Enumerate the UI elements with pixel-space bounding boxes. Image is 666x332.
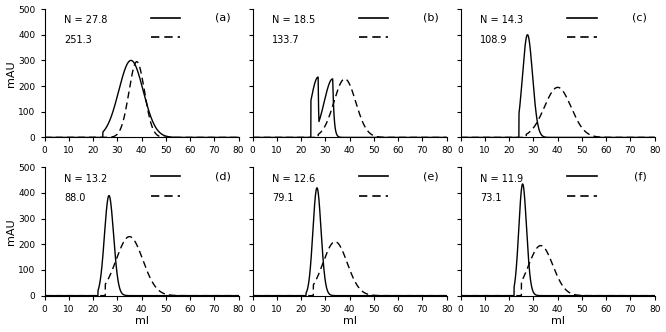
- Text: N = 18.5: N = 18.5: [272, 16, 315, 26]
- Text: 251.3: 251.3: [64, 35, 92, 45]
- Text: 108.9: 108.9: [480, 35, 507, 45]
- Text: N = 27.8: N = 27.8: [64, 16, 107, 26]
- X-axis label: ml: ml: [551, 316, 565, 326]
- X-axis label: ml: ml: [342, 316, 357, 326]
- Text: N = 13.2: N = 13.2: [64, 174, 107, 184]
- Text: 88.0: 88.0: [64, 193, 85, 203]
- Y-axis label: mAU: mAU: [5, 60, 15, 87]
- Text: N = 14.3: N = 14.3: [480, 16, 523, 26]
- Text: 73.1: 73.1: [480, 193, 501, 203]
- Text: (d): (d): [215, 171, 231, 181]
- Text: (b): (b): [423, 13, 439, 23]
- Text: 133.7: 133.7: [272, 35, 300, 45]
- Text: (c): (c): [632, 13, 647, 23]
- Text: (e): (e): [424, 171, 439, 181]
- X-axis label: ml: ml: [135, 316, 149, 326]
- Text: 79.1: 79.1: [272, 193, 294, 203]
- Text: N = 11.9: N = 11.9: [480, 174, 523, 184]
- Y-axis label: mAU: mAU: [5, 218, 15, 245]
- Text: N = 12.6: N = 12.6: [272, 174, 315, 184]
- Text: (a): (a): [215, 13, 231, 23]
- Text: (f): (f): [634, 171, 647, 181]
